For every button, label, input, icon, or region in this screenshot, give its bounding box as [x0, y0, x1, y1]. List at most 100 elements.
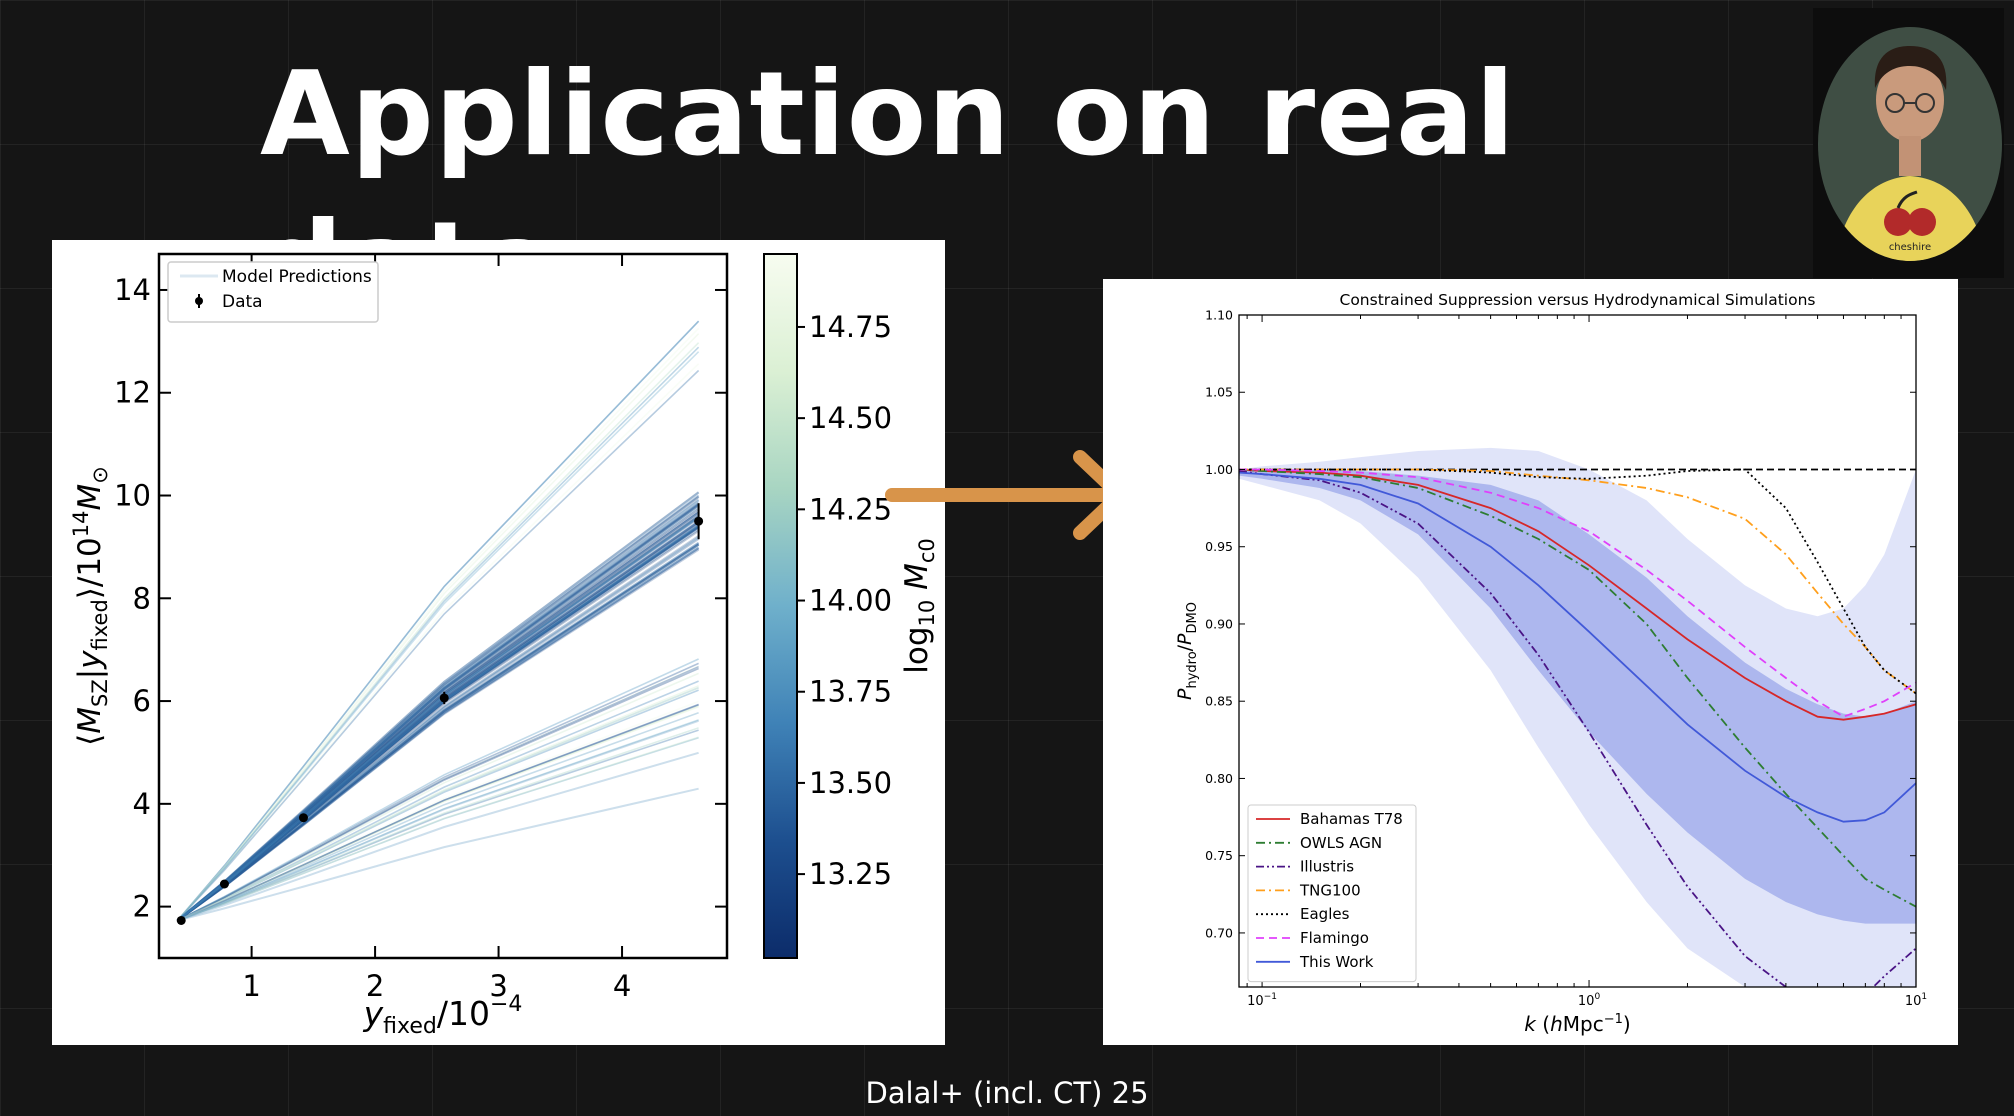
model-curve	[176, 543, 700, 922]
suppression-chart: Constrained Suppression versus Hydrodyna…	[1103, 279, 1958, 1045]
model-curve	[176, 498, 700, 922]
series-line	[1239, 470, 1916, 987]
data-point	[694, 516, 704, 526]
legend-label: Flamingo	[1300, 929, 1369, 947]
model-curve	[176, 543, 700, 922]
series-line	[1239, 468, 1916, 695]
model-curve	[176, 320, 700, 922]
legend-label: OWLS AGN	[1300, 834, 1382, 852]
colorbar	[763, 253, 798, 959]
colorbar-tick-label: 13.25	[809, 857, 892, 891]
model-curve	[177, 665, 699, 922]
model-curve	[177, 672, 699, 922]
model-curve	[176, 542, 700, 922]
model-curve	[176, 543, 700, 922]
legend-label: Illustris	[1300, 858, 1354, 876]
model-curve	[177, 719, 699, 922]
model-curve	[177, 680, 699, 922]
model-curve	[177, 711, 699, 922]
y-tick-label: 14	[114, 273, 151, 307]
y-tick-label: 6	[133, 684, 151, 718]
model-curve	[176, 501, 700, 922]
chart-title: Constrained Suppression versus Hydrodyna…	[1340, 291, 1816, 309]
model-curve	[176, 546, 700, 922]
plot-frame	[157, 252, 729, 960]
model-curve	[177, 719, 699, 922]
y-tick-label: 1.00	[1205, 462, 1233, 477]
model-curve	[176, 333, 700, 922]
model-curve	[177, 706, 699, 922]
model-curve	[176, 320, 700, 922]
confidence-band	[1239, 469, 1916, 924]
series-line	[1239, 468, 1916, 908]
y-tick-label: 0.75	[1205, 848, 1233, 863]
model-curve	[176, 541, 700, 922]
x-tick-label: 1	[242, 969, 260, 1003]
x-axis-label: yfixed/10−4	[363, 992, 523, 1039]
legend-label-model: Model Predictions	[222, 267, 372, 287]
model-curve	[177, 736, 699, 922]
data-point	[219, 879, 229, 889]
y-tick-label: 12	[114, 376, 151, 410]
x-tick-label: 101	[1905, 992, 1927, 1009]
model-curve	[177, 787, 699, 922]
model-curve	[176, 495, 700, 922]
model-curve	[177, 662, 699, 922]
colorbar-label: log10 Mc0	[899, 538, 939, 674]
legend-swatch-data	[195, 297, 203, 305]
y-tick-label: 0.95	[1205, 539, 1233, 554]
y-tick-label: 1.10	[1205, 308, 1233, 323]
y-tick-label: 10	[114, 479, 151, 513]
model-curve	[177, 700, 699, 922]
plot-area	[1239, 447, 1916, 987]
colorbar-tick-label: 14.00	[809, 584, 892, 618]
model-curve	[177, 705, 699, 922]
model-curve	[176, 491, 700, 922]
avatar-image: cheshire	[1818, 27, 2002, 261]
model-curve	[176, 547, 700, 922]
model-curve	[177, 689, 699, 922]
mass-observable-chart: 2 4 6 8 10 12 14 1 2 3 4 yfixed/10−4 ⟨MSZ|yfixed⟩/10…	[52, 240, 945, 1045]
model-curve	[176, 327, 700, 922]
y-tick-label: 0.90	[1205, 616, 1233, 631]
model-curve	[177, 665, 699, 922]
y-tick-label: 2	[133, 890, 151, 924]
citation-caption: Dalal+ (incl. CT) 25	[865, 1076, 1149, 1110]
y-tick-label: 0.80	[1205, 771, 1233, 786]
y-tick-label: 1.05	[1205, 385, 1233, 400]
data-point	[176, 915, 186, 925]
series-line	[1239, 468, 1916, 721]
model-curve	[176, 502, 700, 922]
legend-label: Eagles	[1300, 905, 1350, 923]
y-tick-label: 8	[133, 581, 151, 615]
model-curve	[176, 496, 700, 922]
legend-label: This Work	[1299, 953, 1374, 971]
colorbar-tick-label: 14.25	[809, 492, 892, 526]
x-tick-label: 3	[489, 969, 507, 1003]
x-tick-label: 100	[1578, 992, 1601, 1009]
data-point	[439, 693, 449, 703]
model-curve	[176, 499, 700, 922]
model-curve	[177, 667, 699, 922]
x-tick-label: 4	[613, 969, 631, 1003]
plot-frame	[1238, 314, 1917, 988]
y-axis-label: Phydro/PDMO	[1174, 602, 1200, 700]
colorbar-tick-label: 14.75	[809, 310, 892, 344]
model-curve	[177, 703, 699, 922]
legend-label: Bahamas T78	[1300, 810, 1403, 828]
model-curve	[177, 727, 699, 922]
y-axis-label: ⟨MSZ|yfixed⟩/1014M⊙	[69, 466, 112, 746]
series-line	[1239, 471, 1916, 823]
model-curve	[177, 736, 699, 922]
model-curve	[177, 751, 699, 922]
suppression-chart-svg: Constrained Suppression versus Hydrodyna…	[1174, 291, 1927, 1036]
model-curve	[176, 363, 700, 922]
model-curve	[176, 369, 700, 922]
x-axis-label: k (hMpc−1)	[1524, 1012, 1630, 1036]
x-tick-label: 2	[366, 969, 384, 1003]
model-curve	[177, 687, 699, 922]
colorbar-tick-label: 13.75	[809, 675, 892, 709]
model-curve	[176, 342, 700, 922]
y-tick-label: 0.70	[1205, 925, 1233, 940]
